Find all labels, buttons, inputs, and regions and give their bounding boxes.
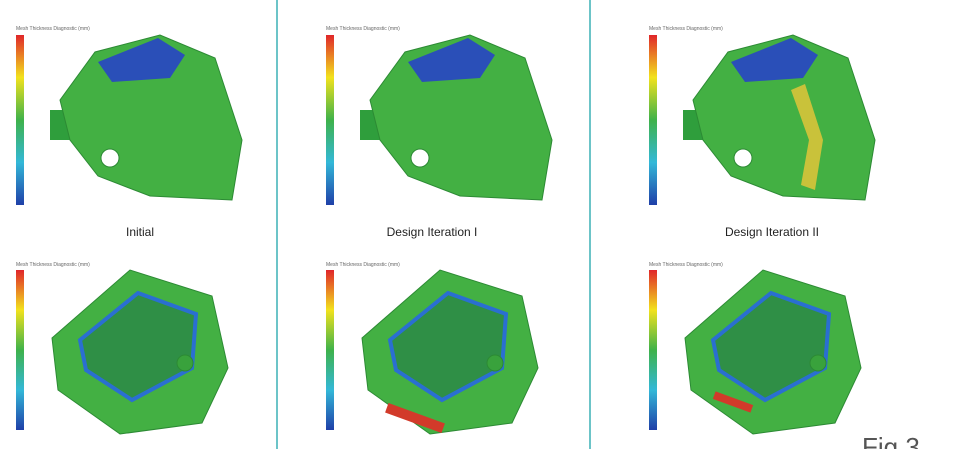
part-hole [101, 149, 119, 167]
legend-title: Mesh Thickness Diagnostic (mm) [326, 26, 400, 32]
part-hole [810, 355, 826, 371]
part-hole [734, 149, 752, 167]
colorbar [649, 35, 657, 205]
colorbar [649, 270, 657, 430]
figure: Fig 3 Mesh Thickness Diagnostic (mm) Init… [0, 0, 962, 449]
legend-title: Mesh Thickness Diagnostic (mm) [649, 26, 723, 32]
legend-title: Mesh Thickness Diagnostic (mm) [649, 262, 723, 268]
legend-title: Mesh Thickness Diagnostic (mm) [16, 26, 90, 32]
caption: Design Iteration I [387, 225, 478, 239]
colorbar [16, 270, 24, 430]
colorbar [326, 35, 334, 205]
part-hole [411, 149, 429, 167]
part-hole [177, 355, 193, 371]
caption: Initial [126, 225, 154, 239]
legend-title: Mesh Thickness Diagnostic (mm) [16, 262, 90, 268]
legend-title: Mesh Thickness Diagnostic (mm) [326, 262, 400, 268]
colorbar [326, 270, 334, 430]
figure-label: Fig 3 [862, 432, 920, 449]
part-hole [487, 355, 503, 371]
colorbar [16, 35, 24, 205]
caption: Design Iteration II [725, 225, 819, 239]
